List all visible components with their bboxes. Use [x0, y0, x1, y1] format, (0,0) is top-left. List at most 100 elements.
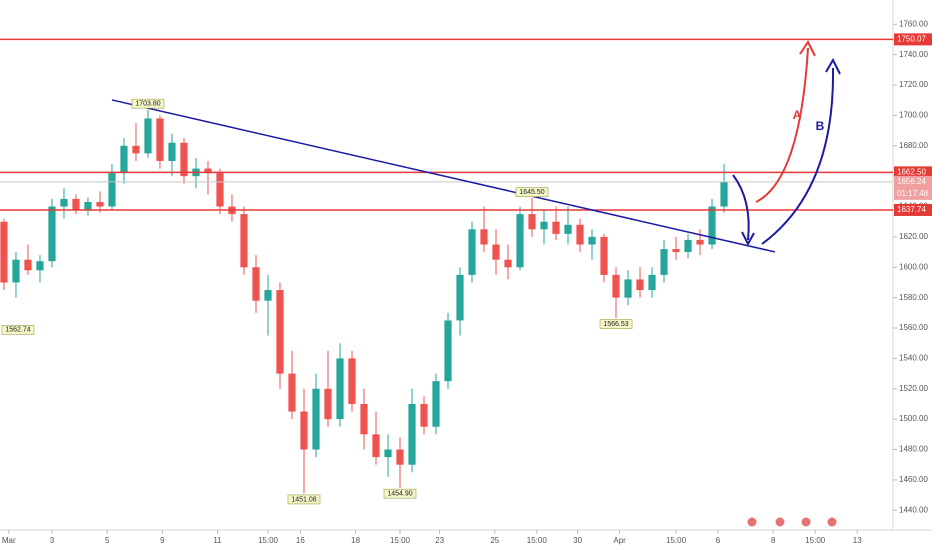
extreme-label: 1566.53	[603, 321, 628, 328]
candle-body	[492, 244, 500, 260]
extreme-tag	[515, 187, 549, 197]
event-icon[interactable]	[746, 516, 758, 528]
candle-body	[0, 221, 8, 283]
y-tick-label: 1600.00	[899, 262, 928, 271]
label-b: B	[816, 119, 825, 133]
candle-body	[504, 259, 512, 268]
x-tick-label: 8	[771, 536, 776, 545]
candle-body	[600, 236, 608, 275]
x-tick-label: 30	[573, 536, 582, 545]
candle-body	[660, 249, 668, 275]
candle-body	[408, 403, 416, 465]
x-tick-label: 15:00	[666, 536, 687, 545]
candle-body	[468, 229, 476, 275]
x-tick-label: 6	[716, 536, 721, 545]
candle-body	[132, 145, 140, 154]
x-tick-label: 15:00	[390, 536, 411, 545]
y-tick-label: 1720.00	[899, 80, 928, 89]
x-tick-label: Apr	[613, 536, 626, 545]
arrow-a	[755, 47, 809, 203]
arrow-b-head	[825, 57, 841, 75]
candle-body	[60, 198, 68, 207]
candle-body	[312, 388, 320, 450]
y-tick-label: 1620.00	[899, 232, 928, 241]
extreme-tag	[383, 488, 417, 499]
candle-body	[624, 279, 632, 298]
arrow-down	[732, 174, 750, 241]
candle-body	[444, 320, 452, 382]
candle-body	[276, 290, 284, 374]
event-icon[interactable]	[826, 516, 838, 528]
candle-body	[540, 221, 548, 230]
candle-body	[48, 206, 56, 262]
candle-body	[420, 403, 428, 427]
x-tick-label: 9	[160, 536, 165, 545]
candle-body	[36, 261, 44, 271]
x-tick-label: 25	[490, 536, 499, 545]
candle-body	[108, 173, 116, 207]
candle-body	[12, 259, 20, 283]
candle-body	[216, 173, 224, 207]
x-tick-label: 18	[351, 536, 360, 545]
y-tick-label: 1760.00	[899, 19, 928, 28]
x-tick-label: 15:00	[258, 536, 279, 545]
candle-body	[576, 224, 584, 245]
x-tick-label: 23	[435, 536, 444, 545]
candle-body	[588, 236, 596, 245]
candle-body	[708, 206, 716, 245]
candle-body	[336, 358, 344, 420]
candle-body	[636, 279, 644, 291]
event-icon[interactable]	[800, 516, 812, 528]
candle-body	[72, 198, 80, 210]
level-tag-label: 1750.07	[897, 34, 926, 43]
extreme-label: 1451.08	[291, 496, 316, 503]
candle-body	[384, 449, 392, 458]
x-tick-label: Mar	[2, 536, 16, 545]
candle-body	[480, 229, 488, 245]
last-price-tag	[894, 175, 932, 200]
y-tick-label: 1520.00	[899, 384, 928, 393]
candle-body	[204, 168, 212, 174]
candle-body	[264, 290, 272, 301]
y-tick-label: 1500.00	[899, 414, 928, 423]
x-tick-label: 11	[213, 536, 222, 545]
event-icon[interactable]	[774, 516, 786, 528]
candle-body	[684, 239, 692, 253]
x-tick-label: 15:00	[527, 536, 548, 545]
arrow-a-head	[799, 40, 816, 57]
candle-body	[612, 274, 620, 298]
candle-body	[360, 403, 368, 435]
x-tick-label: 15:00	[805, 536, 826, 545]
candle-body	[564, 224, 572, 234]
candle-body	[348, 358, 356, 404]
candle-body	[720, 181, 728, 207]
candle-body	[240, 214, 248, 268]
trendline	[111, 99, 776, 253]
y-tick-label: 1680.00	[899, 141, 928, 150]
level-tag-label: 1662.50	[897, 167, 926, 176]
y-tick-label: 1700.00	[899, 111, 928, 120]
x-tick-label: 3	[50, 536, 55, 545]
candle-body	[456, 274, 464, 321]
candle-body	[96, 201, 104, 207]
candle-body	[372, 434, 380, 458]
extreme-tag	[287, 494, 321, 505]
candle-body	[300, 411, 308, 450]
candle-body	[528, 214, 536, 230]
candle-body	[156, 118, 164, 161]
extreme-label: 1454.90	[387, 490, 412, 497]
candle-body	[84, 201, 92, 210]
extreme-tag	[599, 319, 633, 329]
candle-body	[144, 118, 152, 154]
candle-body	[180, 142, 188, 177]
candle-body	[324, 388, 332, 420]
candle-body	[552, 221, 560, 234]
arrow-down-head	[741, 231, 755, 247]
level-tag	[894, 166, 932, 179]
y-tick-label: 1560.00	[899, 323, 928, 332]
extreme-label: 1562.74	[5, 327, 30, 334]
arrow-b	[761, 67, 835, 245]
label-a: A	[793, 108, 802, 122]
